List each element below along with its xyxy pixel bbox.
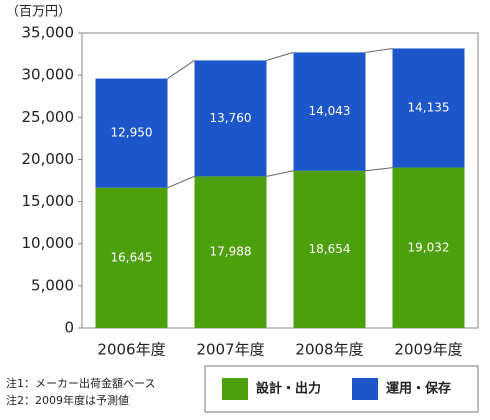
x-tick-label: 2006年度 [97, 341, 165, 359]
data-label: 14,043 [309, 104, 351, 118]
connector-line [365, 167, 393, 172]
data-label: 16,645 [111, 250, 153, 264]
bar-segment [95, 187, 168, 328]
connector-line [365, 47, 393, 53]
bar-segment [194, 60, 267, 177]
data-label: 18,654 [309, 242, 351, 256]
connector-line [266, 170, 294, 177]
legend-swatch [352, 378, 378, 400]
note: 注1：メーカー出荷金額ベース [6, 376, 155, 390]
x-tick-label: 2009年度 [394, 341, 462, 359]
y-tick-label: 10,000 [22, 234, 75, 252]
legend-label: 設計・出力 [256, 381, 321, 397]
bar-segment [194, 176, 267, 328]
bar-segment [392, 167, 465, 328]
y-tick-label: 5,000 [31, 276, 74, 294]
data-label: 14,135 [408, 101, 450, 115]
connector-line [167, 59, 195, 79]
x-tick-label: 2008年度 [295, 341, 363, 359]
y-tick-label: 35,000 [22, 24, 75, 42]
x-tick-label: 2007年度 [196, 341, 264, 359]
legend-swatch [222, 378, 248, 400]
legend-box [204, 365, 479, 413]
connector-line [167, 175, 195, 189]
y-tick-label: 0 [64, 319, 74, 337]
bar-segment [293, 170, 366, 328]
bar-segment [392, 48, 465, 168]
plot-frame [81, 32, 479, 329]
y-tick-label: 25,000 [22, 108, 75, 126]
y-tick-label: 20,000 [22, 150, 75, 168]
bar-segment [293, 52, 366, 171]
y-axis-label: （百万円） [6, 5, 71, 20]
note: 注2：2009年度は予測値 [6, 393, 129, 407]
bar-segment [95, 78, 168, 188]
y-tick-label: 30,000 [22, 66, 75, 84]
connector-line [266, 51, 294, 61]
data-label: 17,988 [210, 245, 252, 259]
data-label: 19,032 [408, 240, 450, 254]
data-label: 13,760 [210, 111, 252, 125]
data-label: 12,950 [111, 126, 153, 140]
legend-label: 運用・保存 [386, 381, 451, 397]
y-tick-label: 15,000 [22, 192, 75, 210]
